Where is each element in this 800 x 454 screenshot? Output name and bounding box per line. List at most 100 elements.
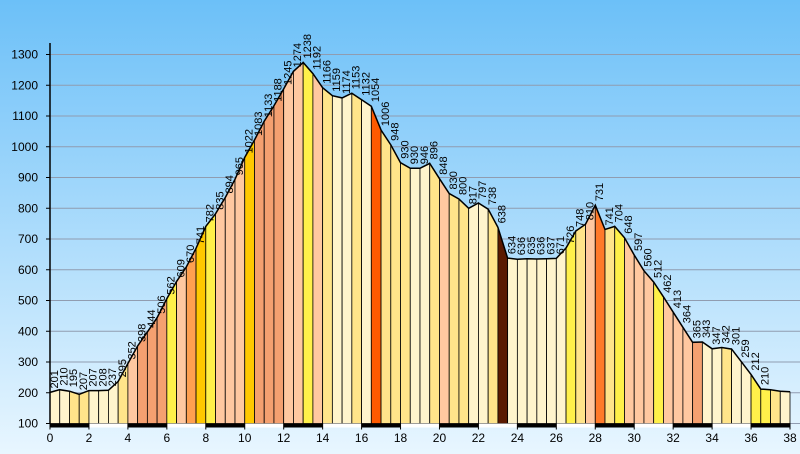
terrain-segment <box>400 162 411 424</box>
elevation-label: 352 <box>127 341 139 359</box>
elevation-label: 965 <box>234 157 246 175</box>
x-tick-label: 12 <box>277 431 291 445</box>
terrain-segment <box>351 92 362 424</box>
terrain-segments <box>49 61 791 424</box>
elevation-label: 637 <box>545 236 557 254</box>
elevation-label: 1132 <box>360 72 372 96</box>
y-tick-label: 800 <box>18 201 38 215</box>
x-axis-band <box>751 423 790 428</box>
x-tick-label: 38 <box>783 431 797 445</box>
terrain-segment <box>390 144 401 424</box>
terrain-segment <box>419 162 431 424</box>
elevation-label: 295 <box>117 359 129 377</box>
terrain-segment <box>643 269 655 424</box>
elevation-label: 1274 <box>292 43 304 67</box>
terrain-segment <box>59 389 70 424</box>
elevation-label: 364 <box>682 305 694 323</box>
terrain-segment <box>633 253 645 424</box>
elevation-label: 207 <box>78 372 90 390</box>
elevation-label: 948 <box>390 123 402 141</box>
elevation-label: 1188 <box>273 78 285 102</box>
x-axis-band <box>283 423 323 428</box>
elevation-label: 398 <box>136 324 148 342</box>
terrain-segment <box>263 104 275 424</box>
x-tick-label: 10 <box>238 431 252 445</box>
x-axis-band <box>205 423 245 428</box>
y-tick-label: 700 <box>18 232 38 246</box>
elevation-label: 1006 <box>380 102 392 126</box>
elevation-label: 506 <box>156 295 168 313</box>
profile-outline <box>49 61 791 396</box>
terrain-segment <box>331 95 343 424</box>
terrain-segment <box>273 87 285 424</box>
elevation-label: 201 <box>49 370 61 388</box>
terrain-segment <box>701 341 713 424</box>
terrain-segment <box>672 310 684 424</box>
terrain-segment <box>215 196 226 424</box>
x-tick-label: 2 <box>86 431 93 445</box>
elevation-label: 560 <box>643 248 655 266</box>
terrain-segment <box>409 167 421 424</box>
elevation-label: 597 <box>633 233 645 251</box>
elevation-label: 444 <box>146 310 158 328</box>
x-tick-label: 16 <box>355 431 369 445</box>
y-tick-label: 400 <box>18 324 38 338</box>
elevation-label: 343 <box>701 320 713 338</box>
profile-line <box>49 61 791 396</box>
x-tick-label: 36 <box>744 431 758 445</box>
elevation-label: 638 <box>497 205 509 223</box>
terrain-segment <box>487 208 499 424</box>
elevation-label: 731 <box>594 183 606 201</box>
x-axis-band <box>673 423 713 428</box>
terrain-segment <box>244 138 255 424</box>
terrain-segment <box>565 229 577 424</box>
terrain-segment <box>195 226 207 424</box>
y-tick-label: 600 <box>18 263 38 277</box>
elevation-label: 210 <box>760 367 772 385</box>
x-axis-band <box>361 423 401 428</box>
elevation-label: 212 <box>750 352 762 370</box>
x-axis-band <box>127 423 167 428</box>
elevation-label: 1153 <box>351 66 363 90</box>
elevation-label: 810 <box>584 202 596 220</box>
x-axis-bar <box>50 423 790 428</box>
x-tick-label: 34 <box>705 431 719 445</box>
x-tick-label: 18 <box>394 431 408 445</box>
elevation-label: 413 <box>672 290 684 308</box>
x-tick-label: 32 <box>666 431 680 445</box>
x-tick-label: 14 <box>316 431 330 445</box>
elevation-label: 1022 <box>244 129 256 153</box>
terrain-segment <box>711 347 723 424</box>
terrain-segment <box>536 258 547 424</box>
terrain-segment <box>624 236 635 424</box>
terrain-segment <box>478 202 489 424</box>
elevation-label: 635 <box>526 236 538 254</box>
terrain-segment <box>254 121 265 424</box>
terrain-segment <box>770 389 781 424</box>
elevation-label: 782 <box>205 204 217 222</box>
y-tick-label: 200 <box>18 386 38 400</box>
terrain-segment <box>283 69 294 424</box>
terrain-segment <box>341 92 353 424</box>
terrain-segment <box>614 225 625 424</box>
elevation-label: 748 <box>575 209 587 227</box>
elevation-label: 208 <box>97 368 109 386</box>
terrain-segment <box>458 198 470 424</box>
terrain-segment <box>721 347 732 424</box>
x-axis-band <box>595 423 635 428</box>
elevation-label: 1174 <box>341 70 353 94</box>
elevation-label: 237 <box>107 368 119 386</box>
terrain-segment <box>653 280 664 424</box>
y-tick-label: 300 <box>18 355 38 369</box>
elevation-label: 894 <box>224 175 236 193</box>
elevation-label: 636 <box>516 237 528 255</box>
elevation-label: 259 <box>740 339 752 357</box>
x-tick-label: 4 <box>125 431 132 445</box>
elevation-label: 817 <box>467 186 479 204</box>
elevation-label: 365 <box>691 320 703 338</box>
terrain-segment <box>361 98 372 424</box>
x-axis-band <box>50 423 89 428</box>
elevation-label: 946 <box>419 146 431 164</box>
terrain-segment <box>555 246 567 424</box>
